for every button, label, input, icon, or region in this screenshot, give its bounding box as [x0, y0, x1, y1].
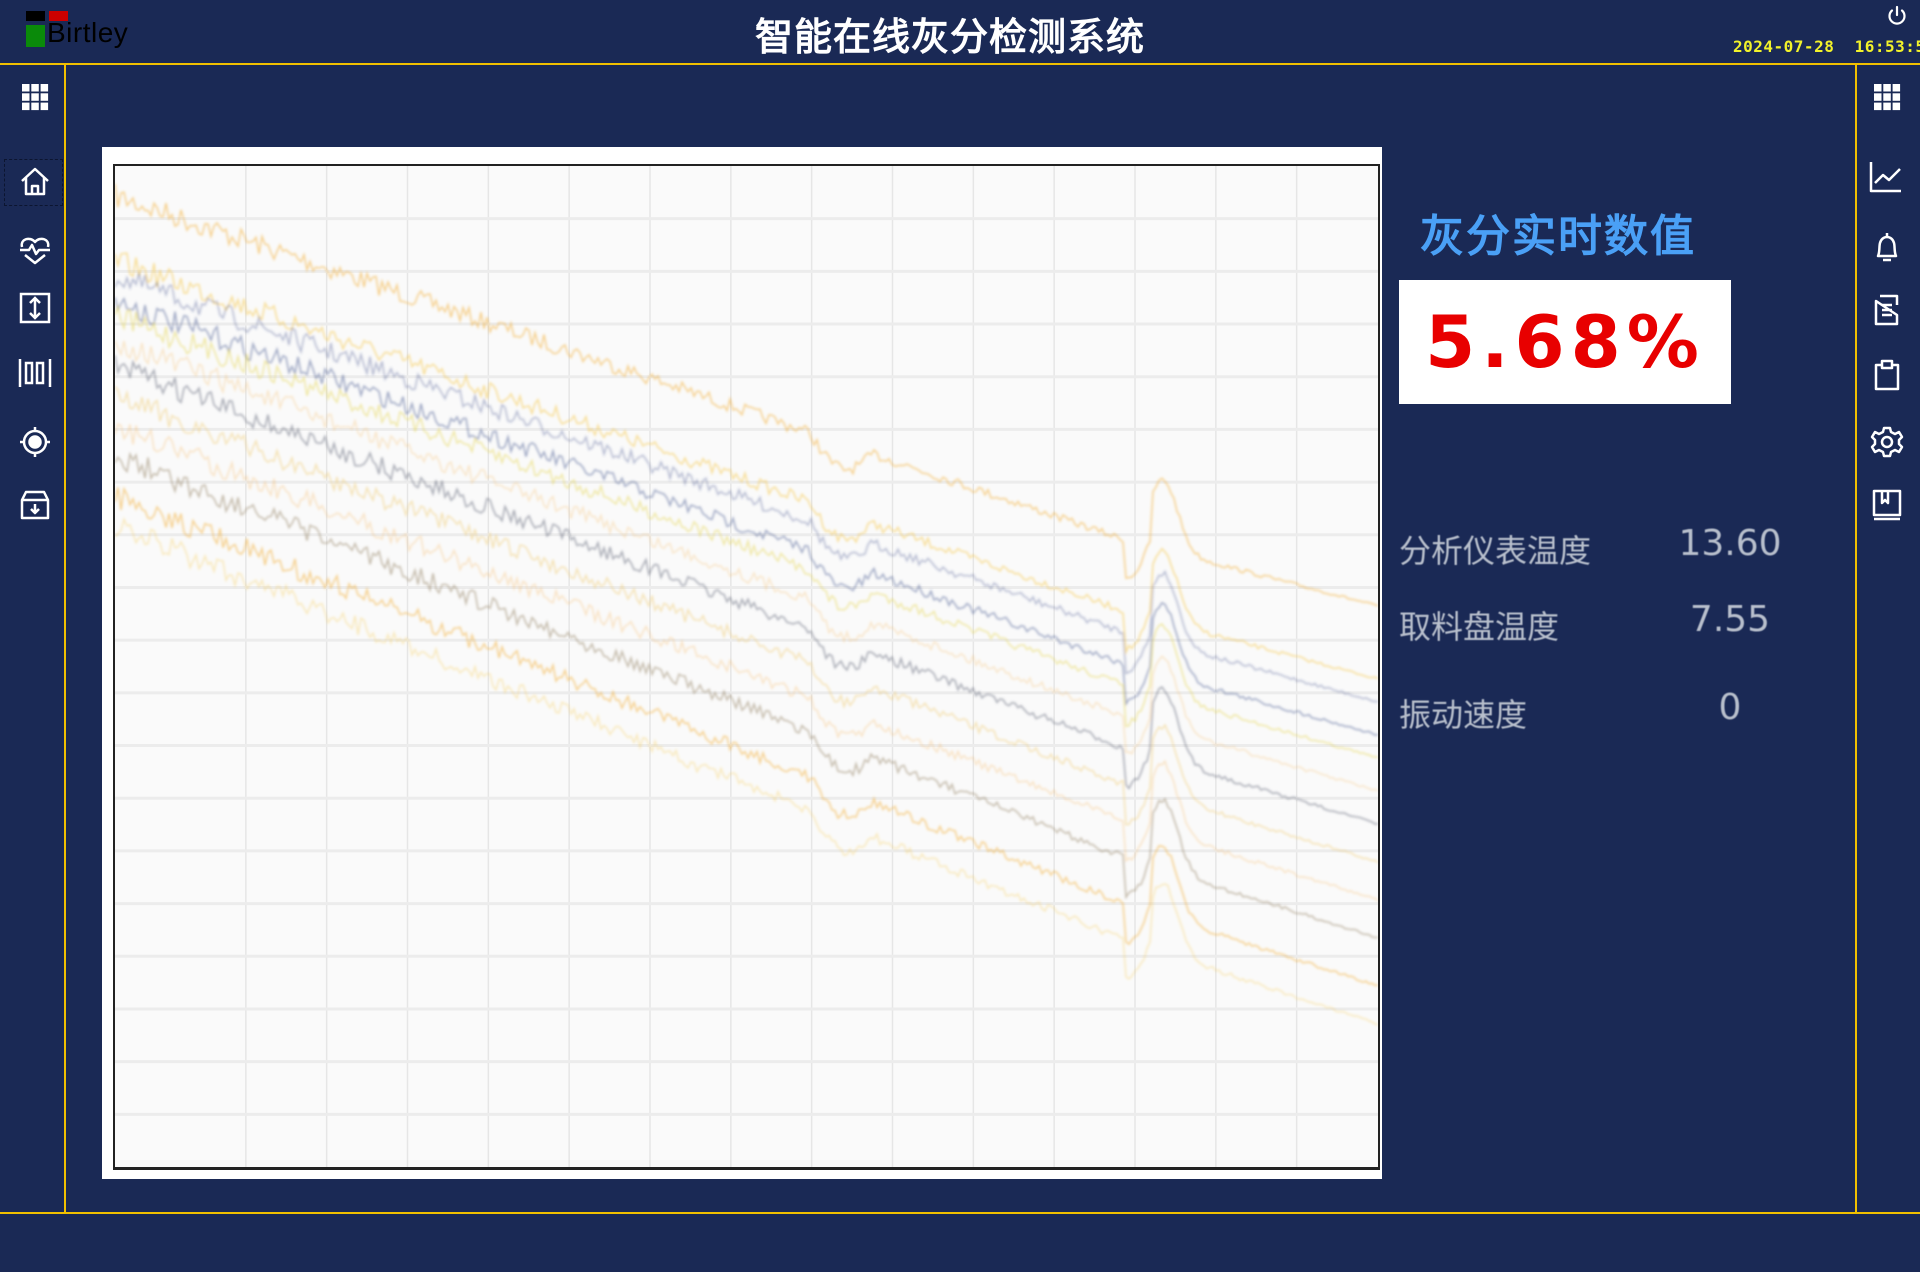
page-title: 智能在线灰分检测系统: [754, 15, 1145, 59]
tray-temp-label: 取料盘温度: [1399, 608, 1560, 646]
spectrum-line: [115, 252, 1378, 680]
target-icon[interactable]: [18, 425, 52, 459]
line-chart-icon[interactable]: [1868, 160, 1902, 194]
spectrum-plot: [115, 166, 1378, 1167]
analyzer-temp-value: 13.60: [1678, 523, 1782, 564]
grid-menu-icon[interactable]: [18, 80, 52, 114]
ash-value: 5.68%: [1425, 300, 1705, 384]
ash-value-box: 5.68%: [1399, 280, 1731, 404]
footer-divider: [0, 1212, 1920, 1214]
power-icon[interactable]: [1886, 5, 1908, 27]
spectrum-chart-panel: [102, 147, 1382, 1179]
bell-icon[interactable]: [1870, 230, 1904, 264]
book-icon[interactable]: [1870, 488, 1904, 522]
spectrum-chart: [113, 164, 1380, 1170]
spectrum-line: [115, 304, 1378, 759]
vertical-expand-icon[interactable]: [18, 291, 52, 325]
heart-pulse-icon[interactable]: [18, 233, 52, 267]
spectrum-line: [115, 183, 1378, 607]
tray-temp-value: 7.55: [1689, 599, 1771, 640]
vibration-speed-value: 0: [1718, 687, 1742, 728]
spectrum-line: [115, 355, 1378, 825]
spectrum-line: [115, 296, 1378, 736]
home-icon[interactable]: [18, 165, 52, 199]
analyzer-temp-label: 分析仪表温度: [1399, 532, 1592, 570]
grid-menu-icon[interactable]: [1870, 80, 1904, 114]
birtley-logo: Birtley: [26, 11, 156, 55]
barcode-icon[interactable]: [18, 356, 52, 390]
vibration-speed-label: 振动速度: [1399, 696, 1528, 734]
left-sidebar-divider: [64, 64, 66, 1212]
spectrum-line: [115, 423, 1378, 902]
spectrum-line: [115, 272, 1378, 703]
datetime-display: 2024-07-28 16:53:55: [1733, 37, 1920, 56]
gear-icon[interactable]: [1870, 425, 1904, 459]
header-divider: [0, 63, 1920, 65]
logo-text: Birtley: [47, 17, 129, 48]
right-sidebar-divider: [1855, 64, 1857, 1212]
selected-item-highlight: [4, 159, 63, 206]
ash-realtime-title: 灰分实时数值: [1420, 211, 1696, 262]
spectrum-line: [115, 486, 1378, 987]
clipboard-icon[interactable]: [1870, 358, 1904, 392]
spectrum-line: [115, 386, 1378, 864]
spectrum-line: [115, 340, 1378, 792]
spectrum-line: [115, 451, 1378, 939]
document-icon[interactable]: [1870, 293, 1904, 327]
spectrum-line: [115, 516, 1378, 1026]
archive-download-icon[interactable]: [18, 488, 52, 522]
